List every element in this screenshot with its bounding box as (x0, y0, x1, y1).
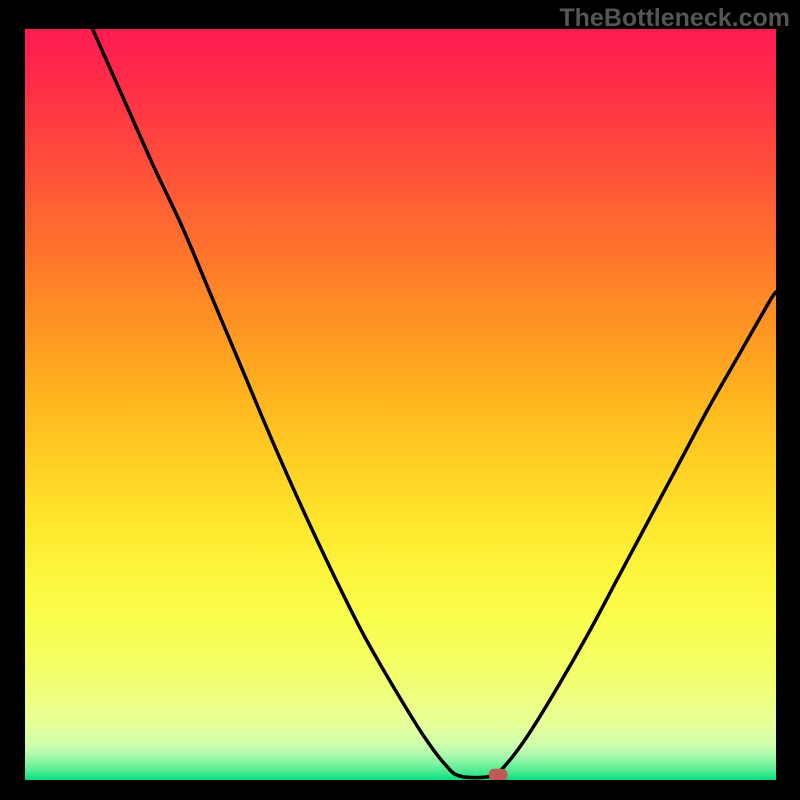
bottleneck-chart (25, 29, 776, 780)
watermark-text: TheBottleneck.com (559, 4, 790, 33)
chart-svg (25, 29, 776, 780)
optimum-marker (489, 769, 508, 780)
chart-background (25, 29, 776, 780)
